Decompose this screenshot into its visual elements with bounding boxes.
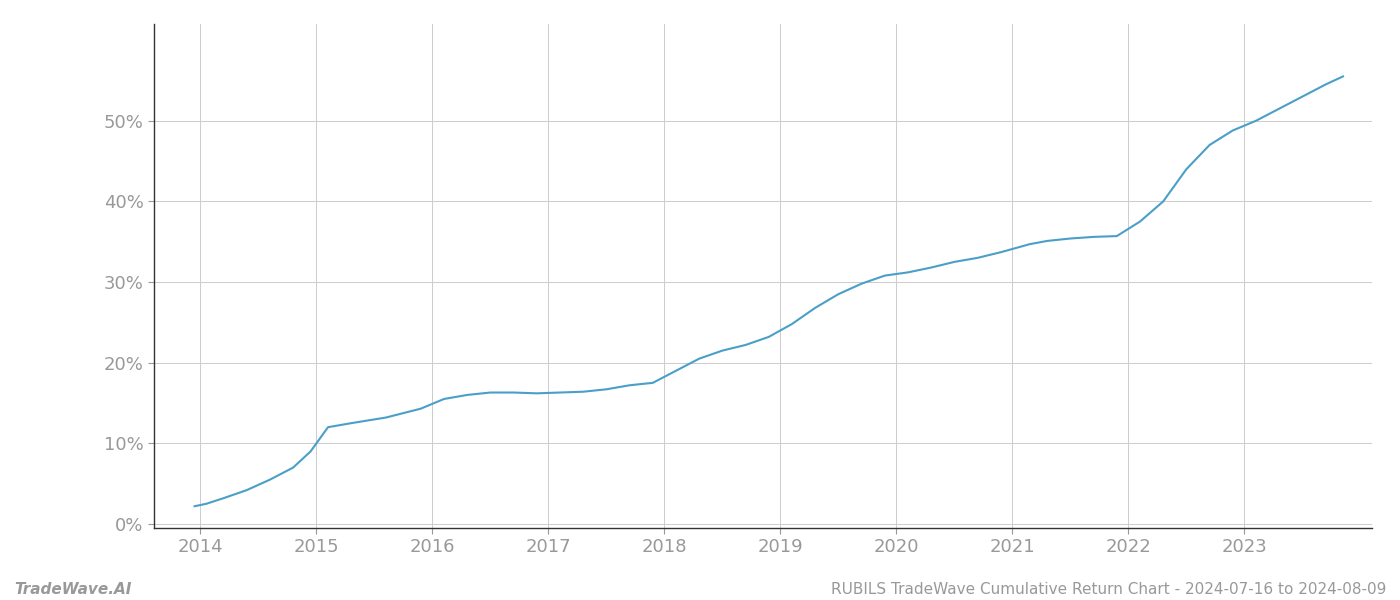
- Text: RUBILS TradeWave Cumulative Return Chart - 2024-07-16 to 2024-08-09: RUBILS TradeWave Cumulative Return Chart…: [830, 582, 1386, 597]
- Text: TradeWave.AI: TradeWave.AI: [14, 582, 132, 597]
